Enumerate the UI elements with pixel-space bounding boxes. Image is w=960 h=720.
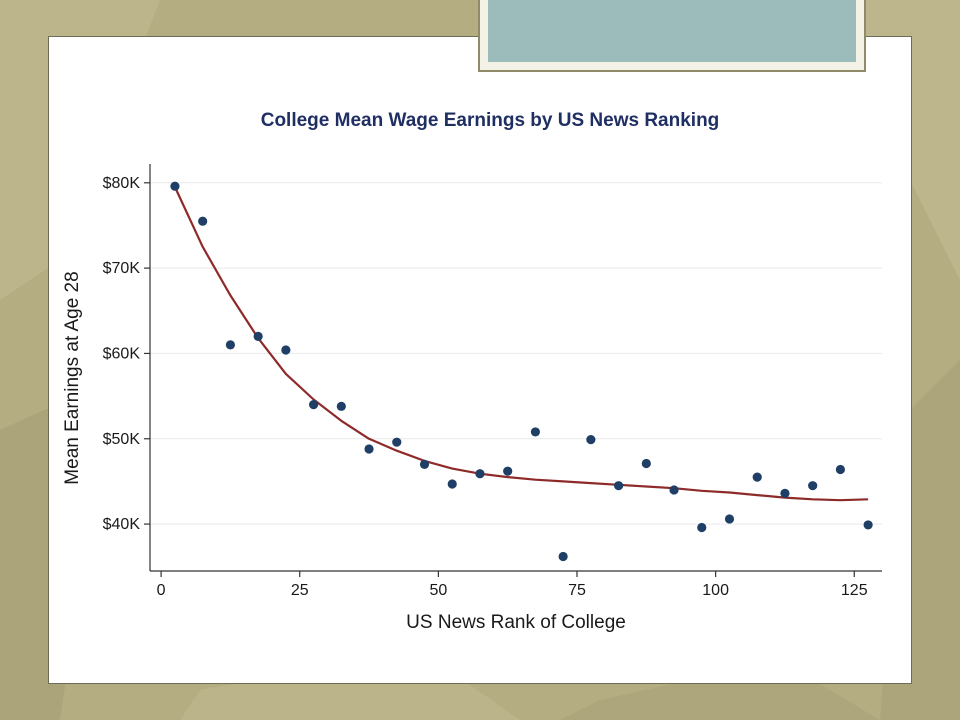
data-point bbox=[530, 427, 541, 437]
data-point bbox=[503, 466, 513, 476]
data-point bbox=[170, 181, 180, 191]
data-point bbox=[308, 400, 319, 410]
y-tick-label: $40K bbox=[103, 516, 141, 533]
scatter-chart: College Mean Wage Earnings by US News Ra… bbox=[62, 110, 882, 633]
x-tick-label: 75 bbox=[568, 582, 586, 599]
title-placeholder-tab bbox=[478, 0, 866, 72]
data-point bbox=[780, 488, 790, 498]
data-point bbox=[835, 464, 846, 475]
y-tick-label: $70K bbox=[103, 260, 141, 277]
points-layer bbox=[170, 181, 873, 562]
x-tick-label: 0 bbox=[157, 582, 166, 599]
y-tick-label: $50K bbox=[103, 431, 141, 448]
data-point bbox=[724, 514, 735, 524]
y-tick-label: $80K bbox=[103, 175, 141, 192]
chart-title: College Mean Wage Earnings by US News Ra… bbox=[261, 110, 720, 131]
data-point bbox=[336, 401, 346, 411]
data-point bbox=[669, 485, 679, 495]
data-point bbox=[225, 340, 236, 350]
title-placeholder-fill bbox=[488, 0, 856, 62]
slide-panel bbox=[48, 36, 912, 684]
x-tick-label: 25 bbox=[291, 582, 309, 599]
grid-layer bbox=[150, 182, 882, 525]
fit-layer bbox=[174, 186, 869, 502]
data-point bbox=[613, 481, 624, 491]
x-axis-label: US News Rank of College bbox=[406, 612, 626, 633]
data-point bbox=[447, 479, 457, 489]
data-point bbox=[419, 459, 430, 469]
data-point bbox=[364, 444, 374, 454]
data-point bbox=[641, 458, 651, 469]
data-point bbox=[558, 551, 568, 562]
data-point bbox=[863, 520, 873, 530]
data-point bbox=[392, 437, 402, 447]
data-point bbox=[586, 435, 596, 445]
x-tick-label: 100 bbox=[702, 582, 729, 599]
data-point bbox=[475, 469, 485, 479]
data-point bbox=[253, 331, 263, 341]
x-tick-label: 125 bbox=[841, 582, 868, 599]
axes-layer: $40K $50K $60K $70K $80K 0 25 50 75 100 125 bbox=[103, 164, 882, 599]
fit-line bbox=[174, 186, 869, 502]
y-axis-label: Mean Earnings at Age 28 bbox=[62, 271, 83, 484]
data-point bbox=[752, 472, 762, 482]
data-point bbox=[697, 522, 707, 533]
x-tick-label: 50 bbox=[429, 582, 447, 599]
data-point bbox=[281, 345, 291, 355]
y-tick-label: $60K bbox=[103, 345, 141, 362]
data-point bbox=[808, 481, 818, 491]
data-point bbox=[198, 216, 208, 226]
